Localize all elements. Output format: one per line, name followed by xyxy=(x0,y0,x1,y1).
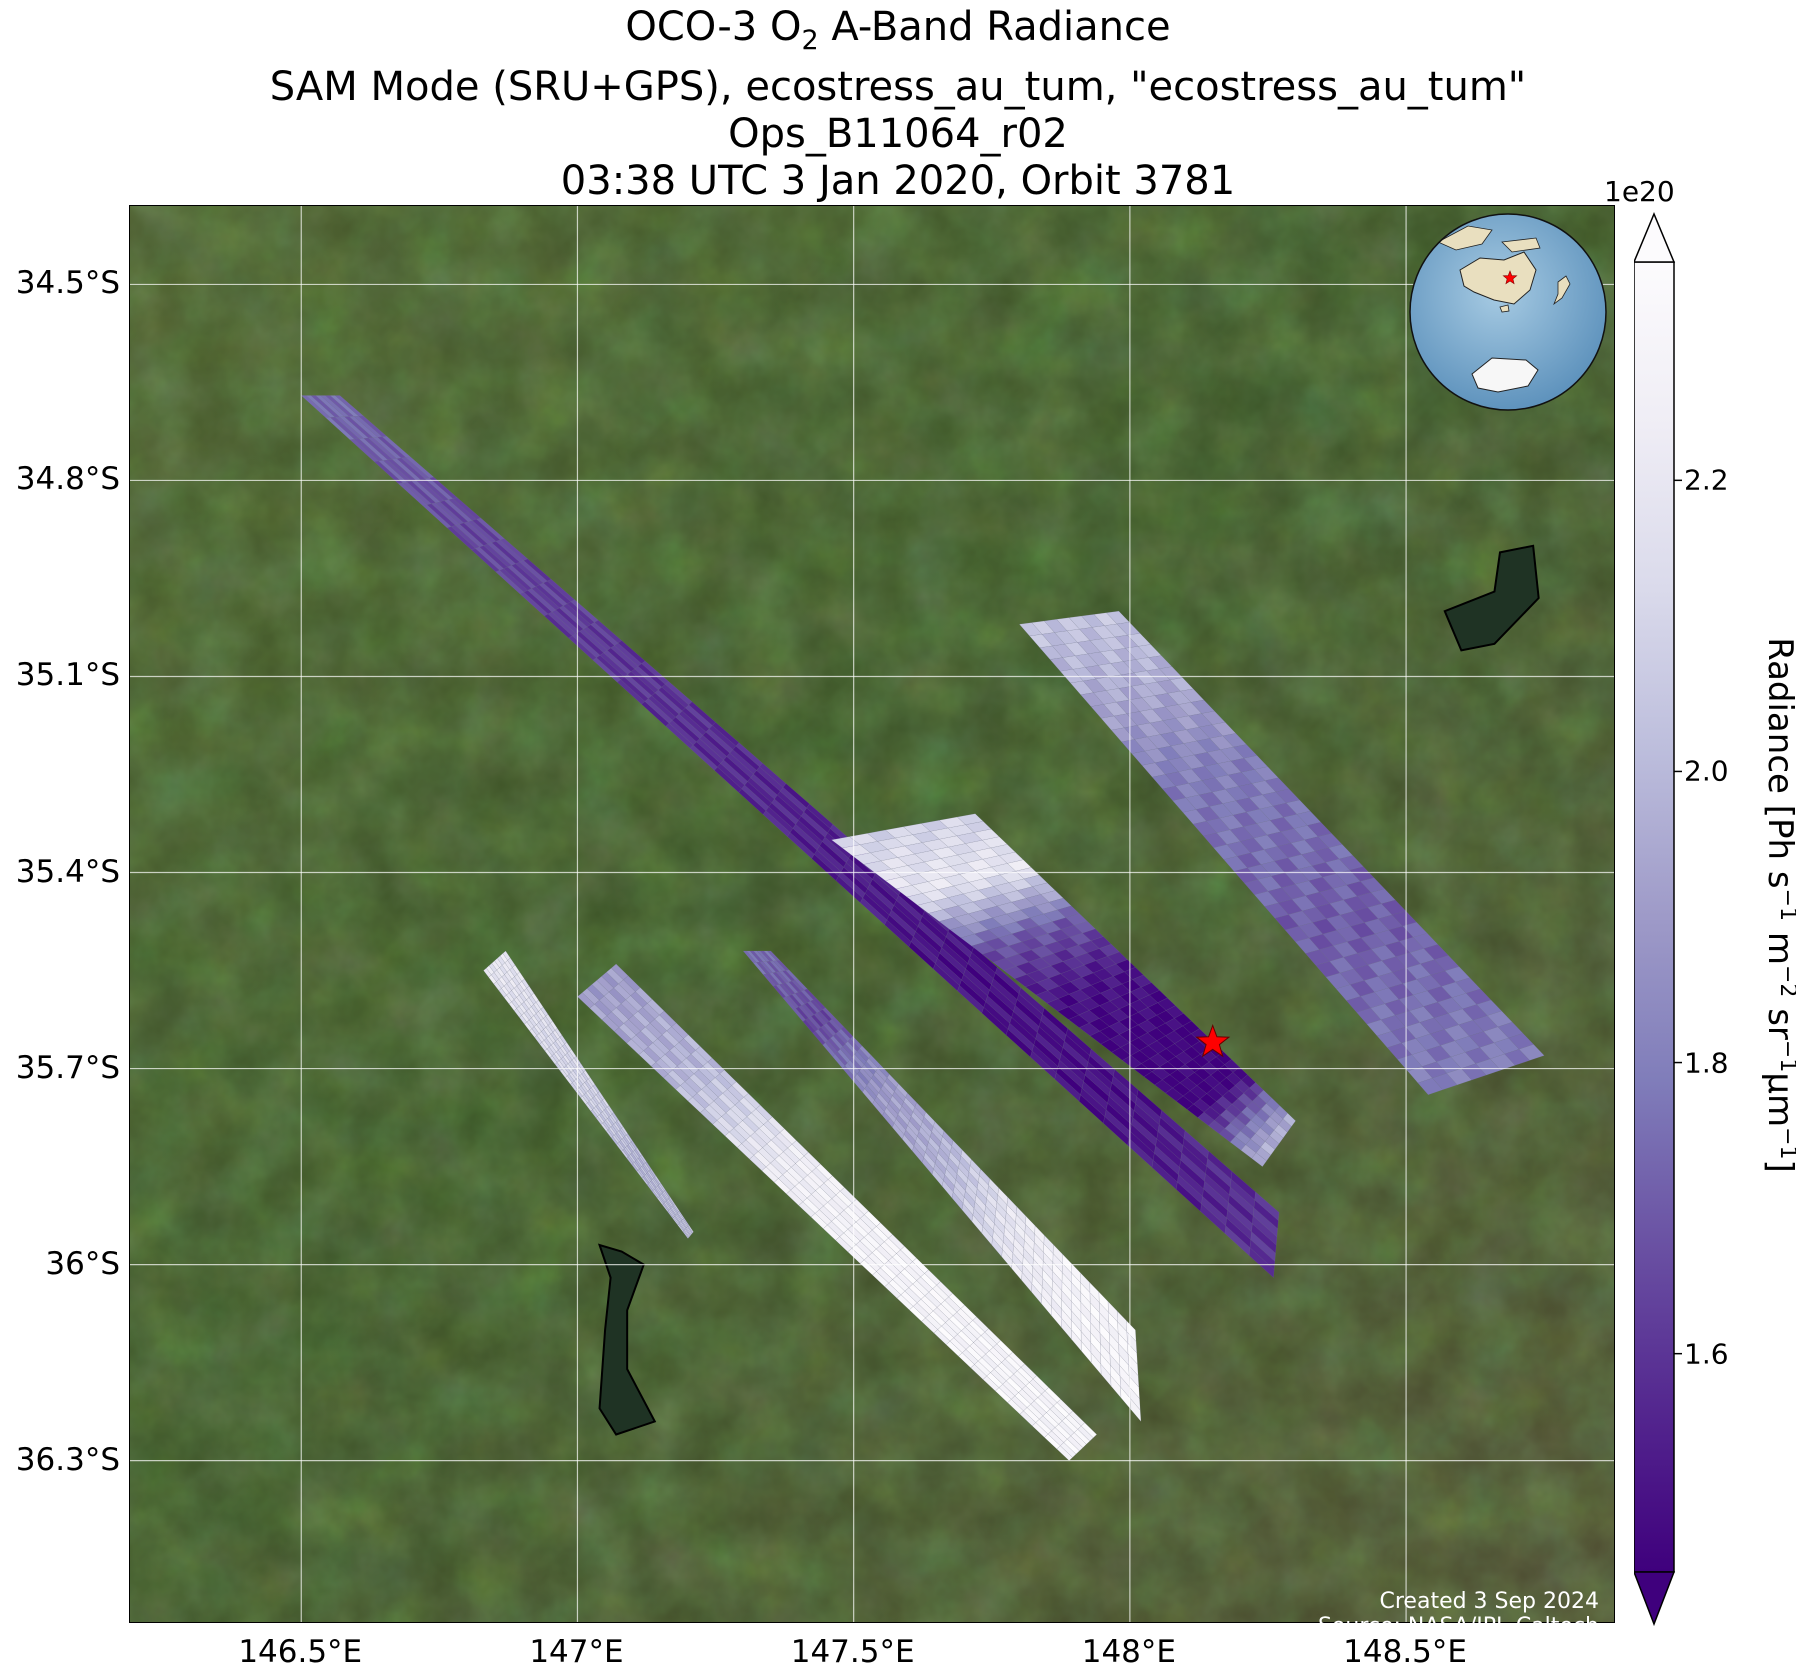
radiance-swath-1 xyxy=(300,395,1280,1279)
map-canvas[interactable] xyxy=(130,206,1615,1623)
tasmania-landmass xyxy=(1499,304,1510,313)
title-line-3: Ops_B11064_r02 xyxy=(728,111,1068,157)
latitude-tick-label: 34.5°S xyxy=(15,265,120,302)
latitude-tick-label: 36°S xyxy=(45,1245,120,1282)
colorbar-gradient xyxy=(1634,261,1675,1573)
globe-location-star-icon xyxy=(1502,270,1518,285)
credit-source: Source: NASA/JPL-Caltech xyxy=(1317,1614,1599,1639)
lake-outline-2 xyxy=(1443,544,1540,652)
colorbar xyxy=(1634,212,1682,1627)
map-panel[interactable] xyxy=(129,205,1615,1623)
globe-outline xyxy=(1409,213,1607,411)
locator-globe-inset xyxy=(1409,213,1607,411)
longitude-tick-label: 148°E xyxy=(1081,1634,1176,1670)
new-zealand-landmass xyxy=(1553,275,1571,306)
credit-created: Created 3 Sep 2024 xyxy=(1379,1589,1600,1614)
radiance-swath-6 xyxy=(483,950,694,1239)
title-line-1: OCO-3 O2 A-Band Radiance xyxy=(625,4,1171,56)
southeast-asia-landmass xyxy=(1437,225,1493,251)
antarctica-landmass xyxy=(1471,357,1539,393)
latitude-tick-label: 35.7°S xyxy=(15,1049,120,1086)
australia-landmass xyxy=(1459,251,1537,305)
lake-outline-1 xyxy=(597,1243,657,1436)
title-line-4: 03:38 UTC 3 Jan 2020, Orbit 3781 xyxy=(560,158,1236,204)
radiance-swath-2 xyxy=(1018,610,1545,1095)
colorbar-extend-min xyxy=(1634,1571,1676,1627)
longitude-tick-label: 146.5°E xyxy=(238,1634,363,1670)
colorbar-exponent: 1e20 xyxy=(1604,175,1675,208)
radiance-swath-3 xyxy=(830,813,1296,1167)
latitude-tick-label: 34.8°S xyxy=(15,461,120,498)
latitude-tick-label: 36.3°S xyxy=(15,1441,120,1478)
longitude-tick-label: 147.5°E xyxy=(790,1634,915,1670)
radiance-pixel xyxy=(1125,1319,1137,1343)
radiance-pixel xyxy=(687,1224,694,1234)
radiance-swath-4 xyxy=(742,950,1142,1423)
radiance-pixel xyxy=(1282,1112,1296,1127)
colorbar-extend-max xyxy=(1634,212,1676,263)
title-line-2: SAM Mode (SRU+GPS), ecostress_au_tum, "e… xyxy=(269,64,1527,110)
colorbar-tick-label: 2.0 xyxy=(1684,754,1729,788)
new-guinea-landmass xyxy=(1501,237,1541,253)
colorbar-tick-label: 2.2 xyxy=(1684,463,1729,497)
radiance-pixel xyxy=(1254,1191,1280,1222)
latitude-tick-label: 35.1°S xyxy=(15,657,120,694)
globe-ocean xyxy=(1410,214,1606,410)
figure-title: OCO-3 O2 A-Band Radiance SAM Mode (SRU+G… xyxy=(0,4,1796,205)
colorbar-tick-label: 1.6 xyxy=(1684,1337,1729,1371)
longitude-tick-label: 147°E xyxy=(529,1634,624,1670)
radiance-pixel xyxy=(1080,1422,1098,1439)
latitude-tick-label: 35.4°S xyxy=(15,853,120,890)
radiance-swath-5 xyxy=(577,963,1098,1461)
target-location-star-icon xyxy=(1195,1023,1231,1058)
longitude-tick-label: 148.5°E xyxy=(1343,1634,1467,1670)
colorbar-tick-label: 1.8 xyxy=(1684,1046,1729,1080)
radiance-pixel xyxy=(1518,1044,1545,1061)
colorbar-label: Radiance [Ph s−1 m−2 sr−1μm−1] xyxy=(1759,637,1796,1173)
